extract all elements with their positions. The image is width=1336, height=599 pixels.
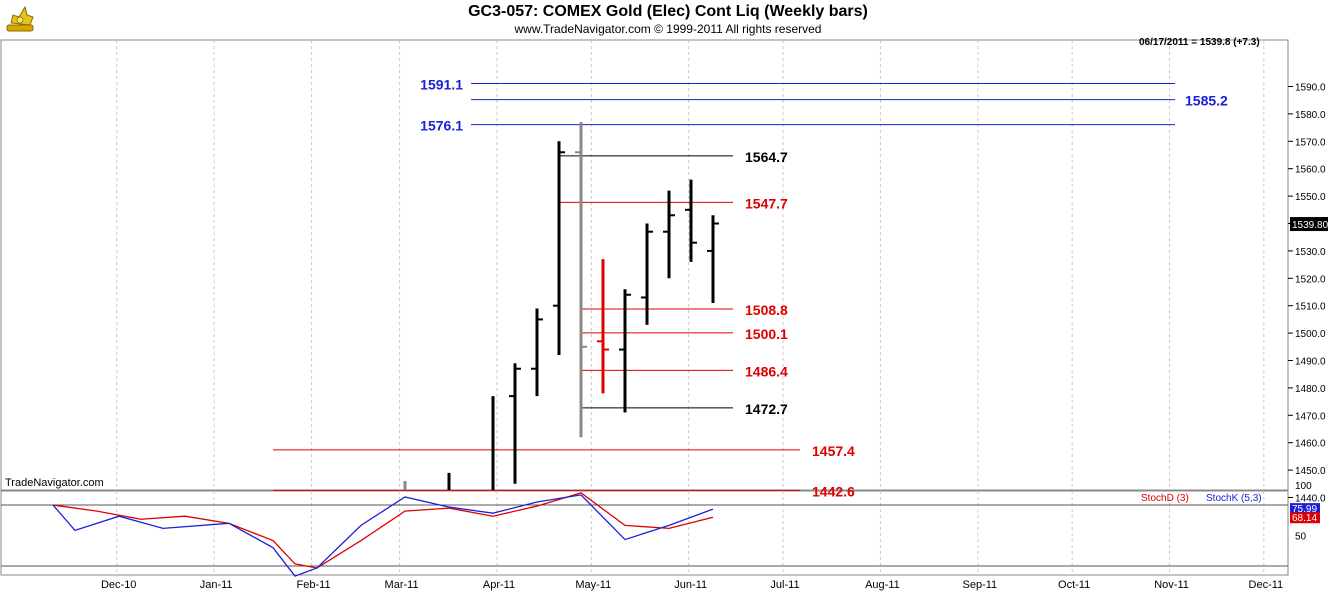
level-label: 1472.7 [745,401,788,417]
y-tick-label: 1450.0 [1295,466,1326,477]
x-tick-label: Dec-10 [101,579,136,591]
trade-navigator-logo-icon [6,5,34,32]
x-tick-label: Apr-11 [483,579,515,591]
y-tick-label: 1440.0 [1295,494,1326,505]
y-tick-label: 1470.0 [1295,411,1326,422]
y-tick-label: 1590.0 [1295,83,1326,94]
indicator-tick-label: 100 [1295,481,1312,492]
x-tick-label: Jun-11 [674,579,707,591]
x-tick-label: Feb-11 [297,579,331,591]
price-panel-frame [0,39,1289,491]
chart-title: GC3-057: COMEX Gold (Elec) Cont Liq (Wee… [468,3,868,20]
level-label: 1500.1 [745,326,788,342]
level-label: 1576.1 [420,118,463,134]
y-tick-label: 1560.0 [1295,165,1326,176]
x-tick-label: May-11 [575,579,611,591]
y-tick-label: 1490.0 [1295,357,1326,368]
y-tick-label: 1550.0 [1295,192,1326,203]
y-tick-label: 1460.0 [1295,439,1326,450]
y-tick-label: 1500.0 [1295,329,1326,340]
level-label: 1442.6 [812,483,855,499]
y-tick-label: 1510.0 [1295,302,1326,313]
x-tick-label: Oct-11 [1058,579,1090,591]
x-tick-label: Jul-11 [770,579,799,591]
y-tick-label: 1480.0 [1295,384,1326,395]
last-quote: 06/17/2011 = 1539.8 (+7.3) [1139,37,1260,48]
x-tick-label: Dec-11 [1249,579,1284,591]
copyright-notice: www.TradeNavigator.com © 1999-2011 All r… [514,22,822,36]
level-label: 1457.4 [812,443,855,459]
y-tick-label: 1570.0 [1295,137,1326,148]
x-tick-label: Nov-11 [1154,579,1189,591]
x-tick-label: Aug-11 [865,579,900,591]
last-price-label: 1539.80 [1292,220,1329,231]
stoch-d-value: 68.14 [1292,513,1317,524]
stoch-k-badge [1290,503,1320,515]
level-label: 1547.7 [745,195,788,211]
last-price-badge [1290,217,1328,232]
legend-stoch-d: StochD (3) [1141,493,1189,504]
level-label: 1486.4 [745,363,788,379]
level-label: 1591.1 [420,76,463,92]
y-tick-label: 1580.0 [1295,110,1326,121]
indicator-tick-label: 50 [1295,532,1307,543]
legend-stoch-k: StochK (5,3) [1206,493,1262,504]
x-tick-label: Mar-11 [385,579,419,591]
y-tick-label: 1520.0 [1295,274,1326,285]
x-tick-label: Jan-11 [200,579,233,591]
level-label: 1585.2 [1185,93,1228,109]
x-tick-label: Sep-11 [963,579,998,591]
level-label: 1564.7 [745,149,788,165]
y-tick-label: 1530.0 [1295,247,1326,258]
price-bars [403,122,719,490]
stoch-d-line [52,492,714,569]
stoch-k-line [52,494,714,577]
stoch-d-badge [1290,512,1320,524]
watermark: TradeNavigator.com [5,477,104,489]
level-label: 1508.8 [745,302,788,318]
stoch-k-value: 75.99 [1292,504,1317,515]
